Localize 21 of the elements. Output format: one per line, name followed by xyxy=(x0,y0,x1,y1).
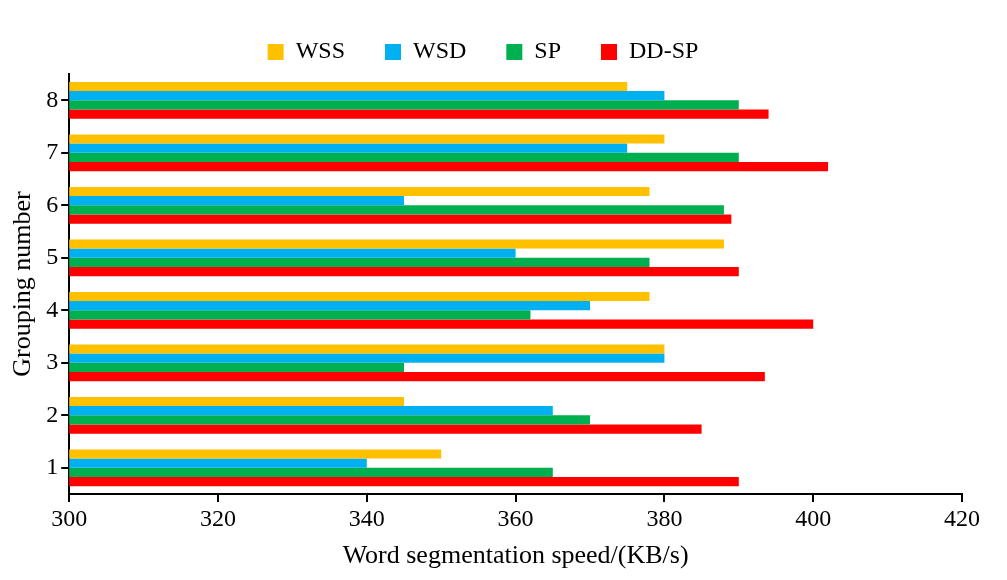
legend-label: DD-SP xyxy=(629,37,699,64)
x-tick-label: 320 xyxy=(200,504,236,531)
y-tick-label: 5 xyxy=(46,243,59,270)
y-tick-label: 7 xyxy=(46,138,59,165)
x-tick-label: 360 xyxy=(497,504,534,531)
x-tick-label: 400 xyxy=(795,504,832,531)
y-tick-label: 8 xyxy=(46,85,59,112)
x-tick-label: 340 xyxy=(348,504,385,531)
legend-label: SP xyxy=(534,37,562,64)
y-tick-label: 1 xyxy=(46,453,59,480)
y-tick-label: 2 xyxy=(46,400,59,427)
legend-label: WSS xyxy=(295,37,345,64)
y-tick-label: 3 xyxy=(46,348,59,375)
x-axis-title: Word segmentation speed/(KB/s) xyxy=(342,540,689,570)
legend-label: WSD xyxy=(412,37,467,64)
x-tick-label: 420 xyxy=(944,504,980,531)
x-tick-label: 380 xyxy=(646,504,683,531)
y-tick-label: 4 xyxy=(46,295,59,322)
x-tick-label: 300 xyxy=(51,504,88,531)
y-axis-title: Grouping number xyxy=(7,190,37,377)
y-tick-label: 6 xyxy=(46,190,59,217)
